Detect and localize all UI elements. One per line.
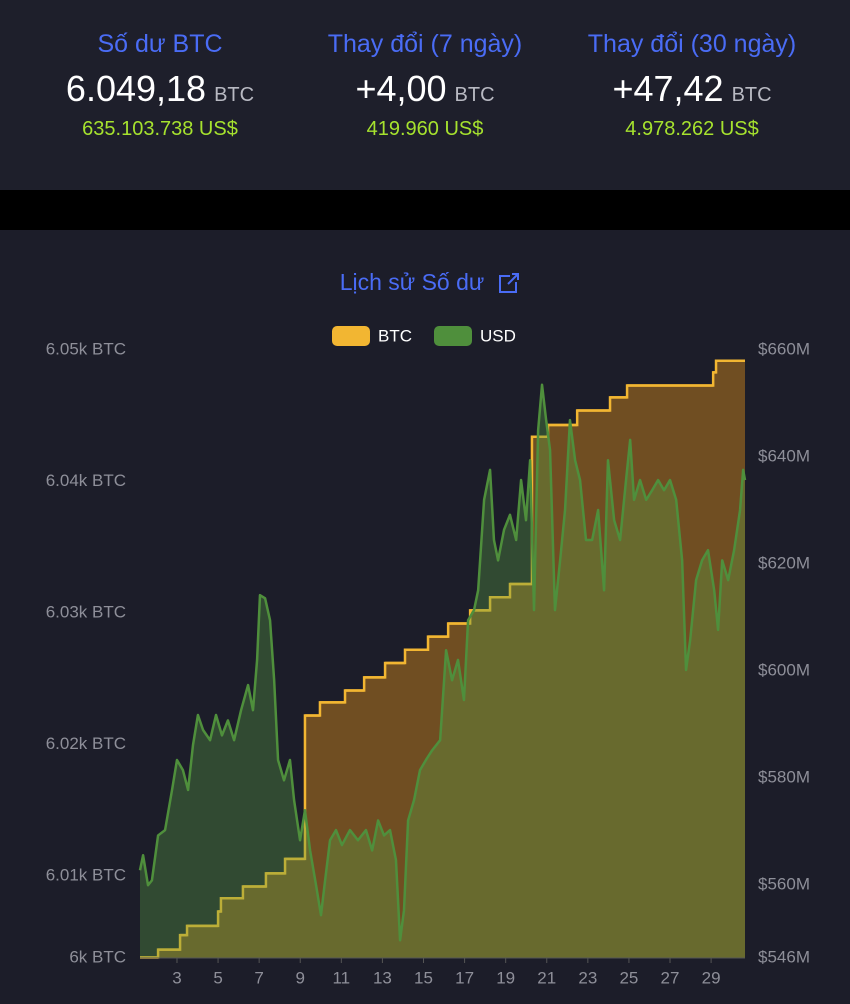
stats-panel: [0, 0, 850, 190]
y2-tick-label: $600M: [758, 661, 810, 680]
x-tick-label: 19: [496, 968, 515, 987]
stat-number: +47,42: [612, 68, 724, 109]
x-tick-label: 15: [414, 968, 433, 987]
stat-value: +47,42 BTC: [552, 68, 832, 110]
x-tick-label: 11: [332, 968, 350, 987]
area-fill: [140, 360, 745, 959]
y-tick-label: 6.01k BTC: [46, 865, 126, 884]
stat-unit: BTC: [214, 84, 255, 106]
legend-label: BTC: [378, 326, 412, 345]
legend-swatch: [434, 326, 472, 346]
y2-tick-label: $660M: [758, 339, 810, 358]
stat: Thay đổi (30 ngày) +47,42 BTC 4.978.262 U…: [552, 30, 832, 141]
x-tick-label: 21: [537, 968, 556, 987]
legend-swatch: [332, 326, 370, 346]
stat-usd: 635.103.738 US$: [82, 118, 238, 140]
stat-label: Số dư BTC: [97, 30, 223, 58]
x-tick-label: 17: [455, 968, 474, 987]
x-tick-label: 23: [578, 968, 597, 987]
stat-unit: BTC: [731, 84, 772, 106]
y2-tick-label: $546M: [758, 947, 810, 966]
stat: Số dư BTC 6.049,18 BTC 635.103.738 US$: [20, 30, 300, 141]
y-tick-label: 6k BTC: [69, 947, 126, 966]
y2-tick-label: $580M: [758, 768, 810, 787]
y-tick-label: 6.04k BTC: [46, 471, 126, 490]
x-tick-label: 13: [373, 968, 392, 987]
stat-number: +4,00: [355, 68, 447, 109]
chart: Lịch sử Số dư BTC USD 6k BTC 6.01k BTC 6.02k…: [46, 269, 810, 987]
x-tick-label: 9: [296, 968, 305, 987]
y-tick-label: 6.02k BTC: [46, 734, 126, 753]
stat-unit: BTC: [454, 84, 495, 106]
y-tick-label: 6.03k BTC: [46, 602, 126, 621]
y2-tick-label: $560M: [758, 875, 810, 894]
x-tick-label: 5: [213, 968, 222, 987]
y-tick-label: 6.05k BTC: [46, 339, 126, 358]
line: [138, 383, 747, 942]
x-tick-label: 25: [619, 968, 638, 987]
x-tick-label: 29: [702, 968, 721, 987]
external-link-icon[interactable]: [499, 273, 519, 293]
y2-tick-label: $640M: [758, 447, 810, 466]
divider: [0, 190, 850, 230]
y2-tick-label: $620M: [758, 554, 810, 573]
chart-title[interactable]: Lịch sử Số dư: [340, 269, 485, 295]
stat-value: +4,00 BTC: [285, 68, 565, 110]
x-tick-label: 7: [254, 968, 263, 987]
legend-label: USD: [480, 326, 516, 345]
stat-usd: 419.960 US$: [366, 118, 484, 140]
stat-usd: 4.978.262 US$: [625, 118, 759, 140]
area-fill: [140, 384, 745, 959]
stat-number: 6.049,18: [65, 68, 207, 109]
x-tick-label: 27: [661, 968, 680, 987]
stat-label: Thay đổi (30 ngày): [587, 30, 797, 58]
stat-value: 6.049,18 BTC: [20, 68, 300, 110]
x-tick-label: 3: [172, 968, 181, 987]
stat: Thay đổi (7 ngày) +4,00 BTC 419.960 US$: [285, 30, 565, 141]
series: [138, 383, 747, 959]
series: [140, 359, 745, 959]
stat-label: Thay đổi (7 ngày): [327, 30, 523, 58]
